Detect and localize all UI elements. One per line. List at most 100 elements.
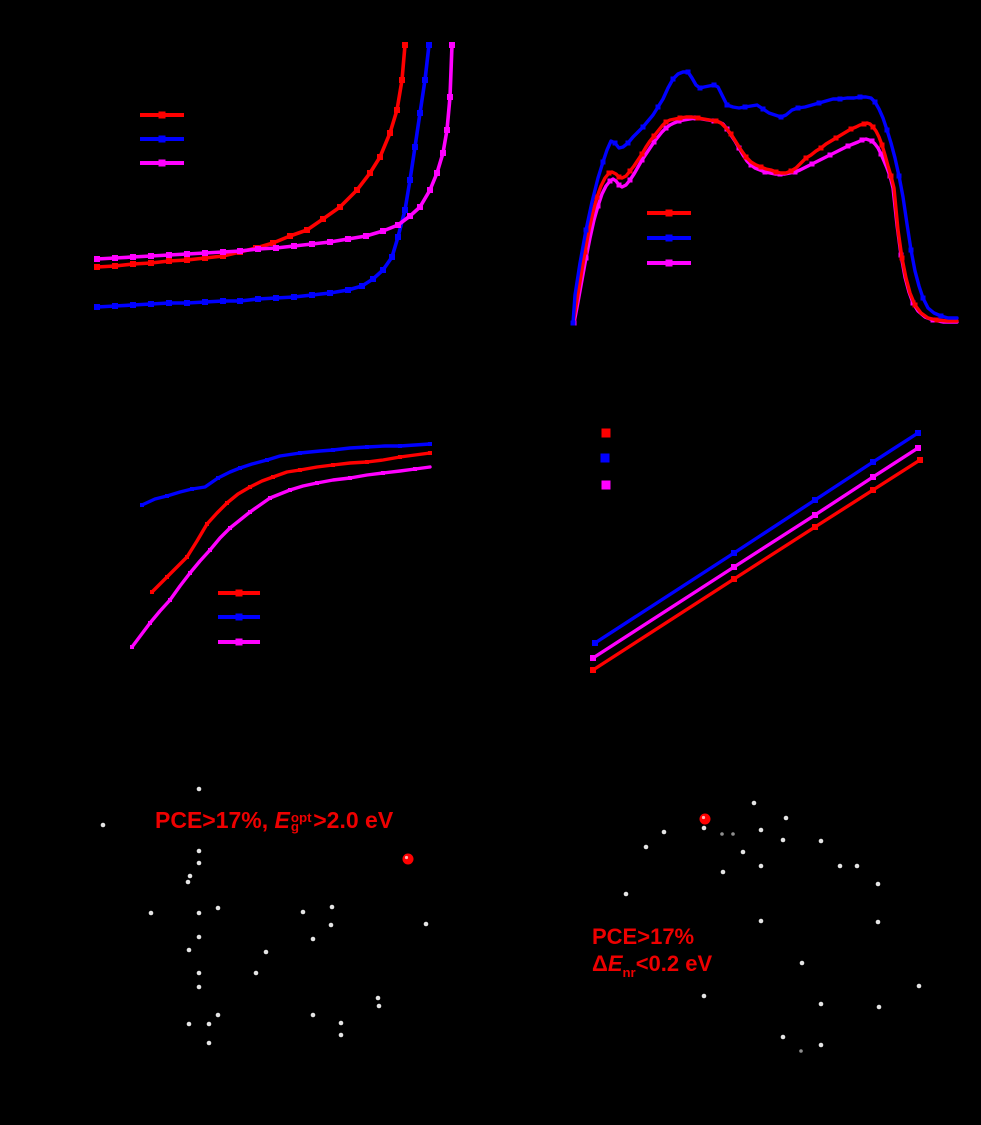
blue-eqe-curve-marker bbox=[872, 99, 878, 105]
magenta-sat-curve-marker bbox=[228, 526, 232, 530]
blue-sat-curve-marker bbox=[331, 448, 335, 452]
blue-jv-curve-marker bbox=[112, 303, 118, 309]
scatter-dot bbox=[701, 825, 707, 831]
red-eqe-curve-marker bbox=[728, 131, 734, 137]
red-eqe-curve-marker bbox=[663, 119, 669, 125]
red-jv-curve-marker bbox=[220, 253, 226, 259]
red-eqe-curve-marker bbox=[582, 249, 588, 255]
blue-jv-curve-marker bbox=[166, 300, 172, 306]
red-sat-curve-marker bbox=[225, 501, 229, 505]
red-linear-line-marker bbox=[812, 524, 818, 530]
red-sat-curve-marker bbox=[165, 575, 169, 579]
blue-jv-curve-marker bbox=[202, 299, 208, 305]
scatter-dot bbox=[740, 849, 746, 855]
scatter-dot bbox=[338, 1020, 344, 1026]
blue-jv-curve-marker bbox=[422, 77, 428, 83]
magenta-eqe-curve-marker bbox=[595, 203, 601, 209]
red-linear-line-marker bbox=[917, 457, 923, 463]
scatter-dot bbox=[263, 949, 269, 955]
scatter-dot bbox=[300, 909, 306, 915]
red-eqe-curve-marker bbox=[788, 168, 794, 174]
red-sat-curve-marker bbox=[331, 463, 335, 467]
blue-jv-curve bbox=[95, 43, 431, 309]
blue-jv-curve-marker bbox=[255, 296, 261, 302]
blue-eqe-curve-marker bbox=[711, 82, 717, 88]
scatter-dot bbox=[253, 970, 259, 976]
blue-eqe-curve-marker bbox=[778, 114, 784, 120]
red-jv-curve-marker bbox=[377, 154, 383, 160]
red-jv-curve-marker bbox=[394, 107, 400, 113]
magenta-jv-curve-marker bbox=[440, 150, 446, 156]
blue-eqe-curve-marker bbox=[920, 295, 926, 301]
blue-eqe-curve-marker bbox=[583, 227, 589, 233]
magenta-jv-curve-marker bbox=[237, 248, 243, 254]
magenta-jv-curve-marker bbox=[395, 222, 401, 228]
scatter-dot bbox=[799, 960, 805, 966]
magenta-jv-curve-marker bbox=[130, 254, 136, 260]
magenta-jv-curve-marker bbox=[417, 204, 423, 210]
scatter-dot-dim bbox=[731, 832, 735, 836]
scatter-dot bbox=[701, 993, 707, 999]
scatter-dot bbox=[916, 983, 922, 989]
red-jv-curve-marker bbox=[304, 227, 310, 233]
red-eqe-curve-marker bbox=[833, 135, 839, 141]
red-sat-curve-marker bbox=[365, 460, 369, 464]
blue-sat-curve-marker bbox=[165, 494, 169, 498]
red-jv-curve bbox=[95, 43, 407, 269]
magenta-eqe-curve-marker bbox=[859, 137, 865, 143]
panel-d bbox=[590, 428, 923, 673]
red-eqe-curve-marker bbox=[888, 173, 894, 179]
magenta-jv-curve-marker bbox=[447, 94, 453, 100]
panel-a bbox=[94, 42, 455, 310]
blue-linear-line-marker bbox=[731, 550, 737, 556]
scatter-dot bbox=[148, 910, 154, 916]
blue-eqe-curve-marker bbox=[724, 102, 730, 108]
blue-eqe-curve-marker bbox=[655, 104, 661, 110]
blue-jv-curve-marker bbox=[130, 302, 136, 308]
red-jv-curve-marker bbox=[402, 42, 408, 48]
magenta-jv-curve-marker bbox=[166, 252, 172, 258]
magenta-sat-curve-marker bbox=[268, 496, 272, 500]
scatter-dot bbox=[780, 1034, 786, 1040]
scatter-dot bbox=[196, 934, 202, 940]
red-eqe-curve-marker bbox=[879, 142, 885, 148]
magenta-jv-curve-marker bbox=[255, 246, 261, 252]
red-eqe-curve-marker bbox=[606, 170, 612, 176]
red-jv-curve-marker bbox=[367, 170, 373, 176]
red-sat-curve-marker bbox=[271, 475, 275, 479]
highlighted-dot bbox=[699, 813, 711, 825]
scatter-dot bbox=[186, 947, 192, 953]
scatter-dot bbox=[783, 815, 789, 821]
blue-linear-line bbox=[593, 431, 920, 645]
magenta-jv-curve-marker bbox=[148, 253, 154, 259]
blue-eqe-curve-marker bbox=[896, 173, 902, 179]
blue-jv-curve-marker bbox=[370, 276, 376, 282]
blue-eqe-curve-marker bbox=[938, 313, 944, 319]
blue-eqe-curve-marker bbox=[612, 140, 618, 146]
blue-linear-line-marker bbox=[915, 430, 921, 436]
blue-jv-curve-marker bbox=[402, 207, 408, 213]
magenta-eqe-curve-marker bbox=[583, 255, 589, 261]
red-jv-curve-marker bbox=[184, 257, 190, 263]
red-eqe-curve-marker bbox=[818, 145, 824, 151]
blue-sat-curve-marker bbox=[216, 476, 220, 480]
scatter-dot bbox=[780, 837, 786, 843]
blue-jv-curve-marker bbox=[94, 304, 100, 310]
magenta-eqe-curve-marker bbox=[827, 152, 833, 158]
scatter-dot bbox=[423, 921, 429, 927]
magenta-jv-curve-marker bbox=[363, 233, 369, 239]
scatter-dot bbox=[328, 922, 334, 928]
scatter-dot bbox=[329, 904, 335, 910]
panel-c bbox=[130, 442, 432, 649]
red-sat-curve-marker bbox=[248, 485, 252, 489]
magenta-jv-curve-marker bbox=[427, 187, 433, 193]
red-eqe-curve-marker bbox=[695, 115, 701, 121]
red-eqe-curve-marker bbox=[803, 155, 809, 161]
scatter-dot bbox=[186, 1021, 192, 1027]
magenta-sat-curve bbox=[130, 465, 432, 649]
red-jv-curve-marker bbox=[202, 255, 208, 261]
blue-eqe-curve-marker bbox=[685, 69, 691, 75]
red-jv-curve-marker bbox=[94, 264, 100, 270]
